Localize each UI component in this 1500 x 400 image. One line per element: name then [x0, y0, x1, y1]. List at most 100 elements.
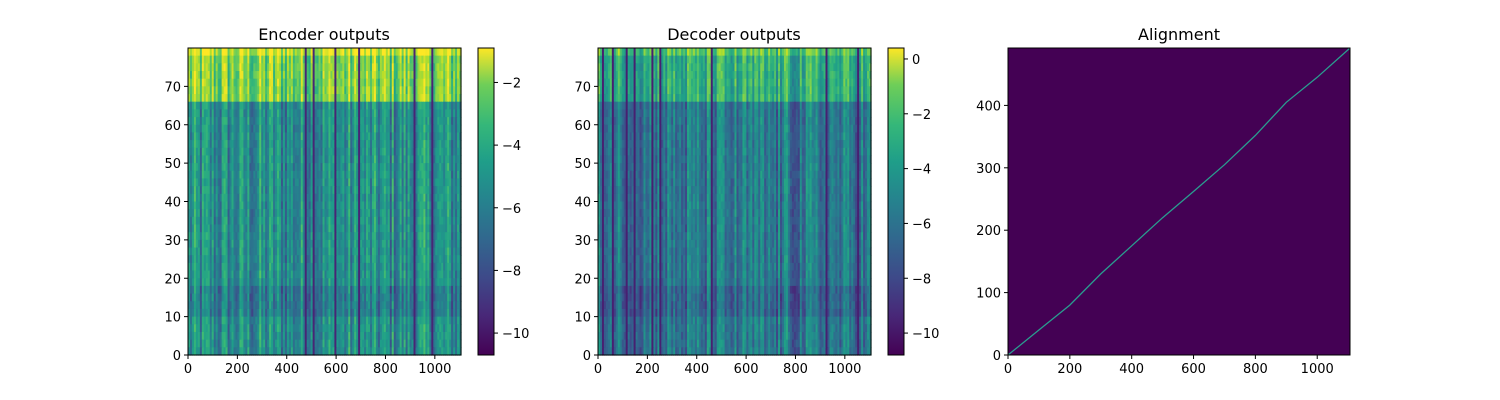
- heatmap-cell: [395, 270, 399, 279]
- heatmap-cell: [237, 201, 241, 210]
- heatmap-cell: [449, 201, 452, 210]
- heatmap-cell: [195, 209, 199, 218]
- heatmap-cell: [401, 86, 405, 95]
- heatmap-cell: [383, 262, 387, 272]
- heatmap-cell: [215, 293, 219, 302]
- heatmap-cell: [288, 86, 292, 95]
- heatmap-cell: [249, 262, 252, 272]
- heatmap-cell: [255, 71, 258, 80]
- heatmap-cell: [209, 308, 213, 318]
- heatmap-cell: [197, 186, 201, 195]
- heatmap-cell: [373, 170, 377, 180]
- heatmap-cell: [352, 216, 355, 226]
- heatmap-cell: [308, 270, 312, 279]
- heatmap-cell: [391, 163, 395, 172]
- heatmap-cell: [269, 209, 272, 218]
- heatmap-cell: [451, 140, 454, 149]
- heatmap-cell: [381, 101, 385, 110]
- heatmap-cell: [399, 117, 403, 126]
- heatmap-cell: [275, 232, 278, 241]
- heatmap-cell: [377, 201, 381, 210]
- heatmap-cell: [213, 155, 217, 164]
- heatmap-cell: [267, 109, 270, 118]
- heatmap-cell: [328, 232, 332, 241]
- heatmap-cell: [207, 247, 211, 256]
- heatmap-cell: [431, 239, 434, 249]
- heatmap-cell: [395, 186, 399, 195]
- heatmap-cell: [352, 201, 355, 210]
- heatmap-cell: [352, 71, 355, 80]
- heatmap-cell: [401, 239, 405, 249]
- heatmap-cell: [316, 247, 320, 256]
- heatmap-cell: [385, 140, 389, 149]
- heatmap-cell: [227, 71, 231, 80]
- heatmap-cell: [320, 147, 324, 157]
- heatmap-cell: [340, 155, 343, 164]
- heatmap-cell: [279, 201, 282, 210]
- heatmap-cell: [211, 224, 215, 233]
- heatmap-cell: [443, 124, 446, 134]
- heatmap-cell: [241, 278, 244, 287]
- heatmap-cell: [328, 308, 332, 318]
- heatmap-cell: [195, 224, 199, 233]
- heatmap-cell: [253, 55, 256, 64]
- heatmap-cell: [377, 209, 381, 218]
- heatmap-cell: [427, 285, 430, 295]
- heatmap-cell: [391, 178, 395, 187]
- heatmap-cell: [385, 270, 389, 279]
- heatmap-cell: [348, 209, 351, 218]
- heatmap-cell: [205, 117, 209, 126]
- heatmap-cell: [391, 285, 395, 295]
- heatmap-cell: [362, 209, 365, 218]
- heatmap-cell: [288, 155, 292, 164]
- heatmap-cell: [326, 155, 330, 164]
- heatmap-cell: [393, 94, 397, 103]
- heatmap-cell: [211, 262, 215, 272]
- heatmap-cell: [304, 316, 308, 325]
- heatmap-cell: [371, 178, 375, 187]
- heatmap-cell: [275, 285, 278, 295]
- heatmap-cell: [419, 293, 423, 302]
- heatmap-cell: [368, 186, 371, 195]
- heatmap-cell: [243, 224, 246, 233]
- heatmap-cell: [405, 78, 409, 87]
- heatmap-cell: [221, 285, 225, 295]
- heatmap-cell: [201, 239, 205, 249]
- heatmap-cell: [233, 78, 237, 87]
- heatmap-cell: [229, 324, 233, 333]
- heatmap-cell: [348, 247, 351, 256]
- heatmap-cell: [245, 247, 248, 256]
- heatmap-cell: [306, 270, 310, 279]
- heatmap-cell: [312, 293, 316, 302]
- heatmap-cell: [294, 109, 298, 118]
- heatmap-cell: [391, 117, 395, 126]
- heatmap-cell: [229, 140, 233, 149]
- heatmap-cell: [211, 94, 215, 103]
- heatmap-cell: [249, 216, 252, 226]
- heatmap-cell: [397, 86, 401, 95]
- heatmap-cell: [188, 232, 191, 241]
- heatmap-cell: [257, 71, 260, 80]
- heatmap-cell: [191, 193, 195, 203]
- heatmap-cell: [364, 109, 367, 118]
- heatmap-cell: [286, 232, 290, 241]
- heatmap-cell: [247, 78, 250, 87]
- heatmap-cell: [269, 270, 272, 279]
- heatmap-cell: [413, 86, 417, 95]
- heatmap-cell: [429, 293, 432, 302]
- heatmap-cell: [284, 293, 288, 302]
- heatmap-cell: [322, 109, 326, 118]
- heatmap-cell: [280, 262, 284, 272]
- heatmap-cell: [233, 201, 237, 210]
- heatmap-cell: [324, 78, 328, 87]
- heatmap-cell: [275, 155, 278, 164]
- heatmap-cell: [366, 224, 369, 233]
- heatmap-cell: [328, 48, 332, 57]
- heatmap-cell: [437, 163, 440, 172]
- heatmap-cell: [433, 48, 436, 57]
- heatmap-cell: [302, 301, 306, 310]
- heatmap-cell: [373, 140, 377, 149]
- heatmap-cell: [377, 55, 381, 64]
- heatmap-cell: [354, 94, 357, 103]
- heatmap-cell: [431, 48, 434, 57]
